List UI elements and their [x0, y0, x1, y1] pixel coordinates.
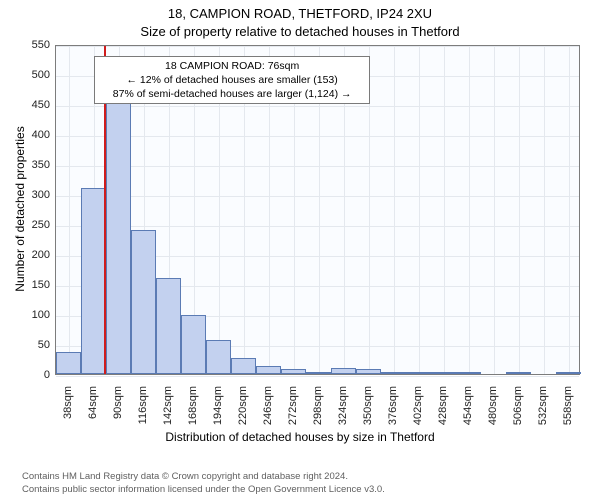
- histogram-bar: [356, 369, 381, 374]
- histogram-bar: [331, 368, 356, 374]
- histogram-bar: [231, 358, 256, 374]
- annotation-line: ← 12% of detached houses are smaller (15…: [99, 73, 365, 87]
- histogram-bar: [456, 372, 481, 374]
- histogram-bar: [556, 372, 581, 374]
- annotation-line: 87% of semi-detached houses are larger (…: [99, 87, 365, 101]
- ytick-label: 550: [32, 39, 50, 51]
- gridline-h: [56, 136, 579, 137]
- xtick-label: 38sqm: [62, 386, 74, 431]
- xtick-label: 272sqm: [287, 386, 299, 431]
- histogram-bar: [406, 372, 431, 374]
- xtick-label: 428sqm: [437, 386, 449, 431]
- ytick-label: 200: [32, 249, 50, 261]
- xtick-label: 532sqm: [537, 386, 549, 431]
- ytick-label: 0: [44, 369, 50, 381]
- histogram-bar: [131, 230, 156, 374]
- xtick-label: 324sqm: [337, 386, 349, 431]
- histogram-bar: [206, 340, 231, 374]
- ytick-label: 100: [32, 309, 50, 321]
- attribution-line-2: Contains public sector information licen…: [22, 484, 385, 497]
- gridline-h: [56, 166, 579, 167]
- page-title: 18, CAMPION ROAD, THETFORD, IP24 2XU: [0, 6, 600, 21]
- gridline-v: [419, 46, 420, 374]
- gridline-h: [56, 46, 579, 47]
- xtick-label: 402sqm: [412, 386, 424, 431]
- histogram-bar: [306, 372, 331, 374]
- histogram-bar: [81, 188, 106, 374]
- histogram-bar: [381, 372, 406, 374]
- gridline-v: [494, 46, 495, 374]
- xtick-label: 90sqm: [112, 386, 124, 431]
- x-axis-label: Distribution of detached houses by size …: [0, 430, 600, 444]
- xtick-label: 220sqm: [237, 386, 249, 431]
- ytick-label: 50: [38, 339, 50, 351]
- gridline-v: [394, 46, 395, 374]
- xtick-label: 350sqm: [362, 386, 374, 431]
- gridline-h: [56, 376, 579, 377]
- xtick-label: 116sqm: [137, 386, 149, 431]
- histogram-bar: [506, 372, 531, 374]
- gridline-v: [69, 46, 70, 374]
- gridline-v: [469, 46, 470, 374]
- xtick-label: 246sqm: [262, 386, 274, 431]
- gridline-v: [519, 46, 520, 374]
- xtick-label: 64sqm: [87, 386, 99, 431]
- histogram-bar: [281, 369, 306, 374]
- xtick-label: 168sqm: [187, 386, 199, 431]
- histogram-bar: [106, 103, 131, 374]
- ytick-label: 350: [32, 159, 50, 171]
- ytick-label: 150: [32, 279, 50, 291]
- ytick-label: 400: [32, 129, 50, 141]
- xtick-label: 194sqm: [212, 386, 224, 431]
- gridline-h: [56, 196, 579, 197]
- xtick-label: 298sqm: [312, 386, 324, 431]
- ytick-label: 500: [32, 69, 50, 81]
- gridline-h: [56, 106, 579, 107]
- gridline-v: [544, 46, 545, 374]
- xtick-label: 506sqm: [512, 386, 524, 431]
- xtick-label: 376sqm: [387, 386, 399, 431]
- xtick-label: 454sqm: [462, 386, 474, 431]
- y-axis-label: Number of detached properties: [13, 119, 27, 299]
- chart-subtitle: Size of property relative to detached ho…: [0, 24, 600, 39]
- gridline-v: [444, 46, 445, 374]
- ytick-label: 250: [32, 219, 50, 231]
- xtick-label: 558sqm: [562, 386, 574, 431]
- histogram-bar: [256, 366, 281, 374]
- ytick-label: 450: [32, 99, 50, 111]
- histogram-bar: [181, 315, 206, 374]
- histogram-bar: [56, 352, 81, 374]
- chart-plot-area: 18 CAMPION ROAD: 76sqm← 12% of detached …: [55, 45, 580, 375]
- annotation-box: 18 CAMPION ROAD: 76sqm← 12% of detached …: [94, 56, 370, 105]
- attribution-line-1: Contains HM Land Registry data © Crown c…: [22, 471, 348, 484]
- histogram-bar: [156, 278, 181, 374]
- histogram-bar: [431, 372, 456, 374]
- ytick-label: 300: [32, 189, 50, 201]
- gridline-v: [569, 46, 570, 374]
- xtick-label: 142sqm: [162, 386, 174, 431]
- xtick-label: 480sqm: [487, 386, 499, 431]
- gridline-h: [56, 226, 579, 227]
- annotation-line: 18 CAMPION ROAD: 76sqm: [99, 59, 365, 73]
